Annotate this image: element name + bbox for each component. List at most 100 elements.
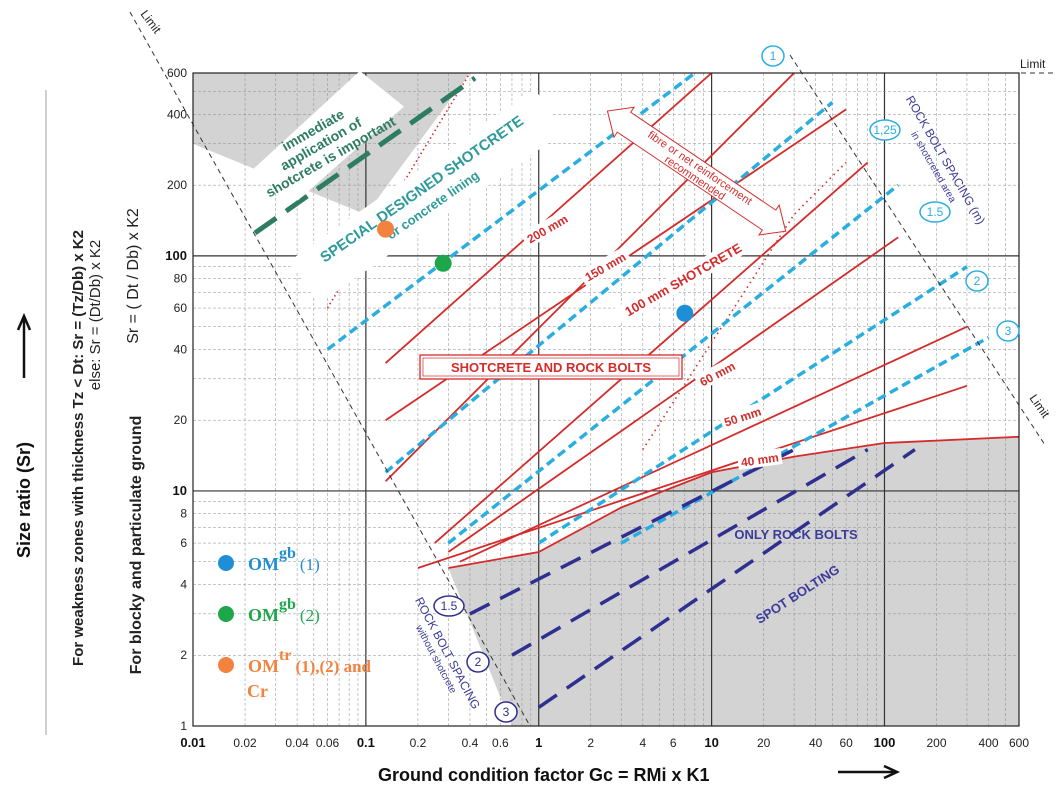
y-axis-label-weakness-else: else: Sr = (Dt/Db) x K2 <box>87 240 104 390</box>
x-tick-label: 200 <box>927 736 947 750</box>
spacing-label: 1 <box>770 49 777 63</box>
y-tick-label: 40 <box>174 342 188 356</box>
shotcrete-line-1 <box>385 73 713 364</box>
svg-text:40 mm: 40 mm <box>740 450 780 469</box>
y-axis-arrow <box>16 312 32 378</box>
x-tick-label: 0.6 <box>492 736 509 750</box>
legend-suffix: (1),(2) and <box>295 657 371 676</box>
legend-sup: gb <box>279 596 296 613</box>
x-tick-label: 0.4 <box>462 736 479 750</box>
legend: OMgb(1) OMgb(2) OMtr(1),(2) and Cr <box>218 545 372 701</box>
legend-sup: gb <box>279 545 296 562</box>
spacing-circle <box>965 270 989 292</box>
fibre-label: fibre or net reinforcement recommended <box>606 106 787 236</box>
x-tick-label: 600 <box>1009 736 1029 750</box>
spacing-label: 3 <box>1005 324 1012 338</box>
thickness-label-200: 200 mm <box>520 208 574 249</box>
data-points <box>377 220 694 322</box>
svg-text:OMtr(1),(2) and: OMtr(1),(2) and <box>248 647 372 676</box>
bolt-spacing-no-shotcrete-line-0 <box>469 448 795 616</box>
x-tick-label: 0.06 <box>316 736 340 750</box>
thickness-label-60: 60 mm <box>693 355 741 391</box>
legend-item-omtr: OMtr(1),(2) and Cr <box>218 647 372 701</box>
spacing-label: 1.5 <box>441 599 458 613</box>
y-tick-label: 200 <box>167 178 187 192</box>
legend-sup: tr <box>279 647 291 664</box>
spacing-markers: 1 1,25 1.5 2 3 1.5 2 3 <box>433 45 1020 723</box>
bolt-spacing-no-shotcrete-line-2 <box>537 448 916 709</box>
shotcrete-line-5 <box>459 325 968 563</box>
tick-labels: 0.01 0.02 0.04 0.06 0.1 0.2 0.4 0.6 1 2 4 6 10 20 40 60… <box>165 66 1029 750</box>
x-tick-label: 2 <box>587 736 594 750</box>
svg-text:SHOTCRETE AND ROCK BOLTS: SHOTCRETE AND ROCK BOLTS <box>451 360 651 375</box>
spacing-circle <box>869 119 901 141</box>
x-tick-label: 1 <box>535 735 542 750</box>
y-axis-label-main: Size ratio (Sr) <box>14 442 34 558</box>
x-tick-label: 100 <box>874 735 896 750</box>
limit-label-top: Limit <box>1020 57 1046 71</box>
y-tick-label: 4 <box>180 577 187 591</box>
spacing-label: 2 <box>974 274 981 288</box>
grid <box>193 72 1020 726</box>
shotcrete-and-bolts-label: SHOTCRETE AND ROCK BOLTS <box>419 354 683 380</box>
immediate-dash-line <box>253 75 477 236</box>
x-axis-label: Ground condition factor Gc = RMi x K1 <box>378 765 710 785</box>
shotcrete-line-6 <box>417 384 968 569</box>
spacing-label: 1,25 <box>873 123 897 137</box>
legend-suffix: (1) <box>300 555 320 574</box>
y-tick-label: 60 <box>174 301 188 315</box>
y-tick-label: 20 <box>174 413 188 427</box>
thickness-label-40: 40 mm <box>736 448 783 471</box>
y-tick-label: 2 <box>180 648 187 662</box>
legend-text: OM <box>248 656 279 676</box>
spacing-circle <box>466 651 490 673</box>
spacing-circle <box>761 45 785 67</box>
legend-marker <box>218 606 234 622</box>
limit-line-left <box>129 11 531 727</box>
data-point-2 <box>377 220 395 238</box>
x-tick-label: 0.02 <box>233 736 257 750</box>
y-axis-label-blocky: For blocky and particulate ground <box>128 416 145 675</box>
legend-text: OM <box>248 605 279 625</box>
spacing-label: 2 <box>475 655 482 669</box>
legend-item-omgb1: OMgb(1) <box>218 545 320 574</box>
bolt-spacing-shotcrete-line-4 <box>620 335 990 545</box>
bolt-spacing-shotcrete-line-1 <box>384 101 834 474</box>
legend-text: OM <box>248 554 279 574</box>
limit-line-right <box>789 54 1046 446</box>
data-point-1 <box>434 254 452 272</box>
x-tick-label: 0.04 <box>285 736 309 750</box>
x-tick-label: 0.2 <box>410 736 427 750</box>
shotcrete-line-4 <box>447 236 899 553</box>
legend-marker <box>218 555 234 571</box>
y-tick-label: 100 <box>165 248 187 263</box>
y-tick-label: 8 <box>180 507 187 521</box>
limit-label-left: Limit <box>138 7 165 36</box>
x-axis-arrow <box>838 764 900 780</box>
x-tick-label: 20 <box>757 736 771 750</box>
y-axis-label-formula: Sr = ( Dt / Db) x K2 <box>125 208 142 344</box>
only-rock-bolts-label: ONLY ROCK BOLTS <box>734 527 858 542</box>
legend-suffix2: Cr <box>247 681 268 701</box>
legend-item-omgb2: OMgb(2) <box>218 596 320 625</box>
y-tick-label: 600 <box>167 66 187 80</box>
spacing-circle <box>996 320 1020 342</box>
x-tick-label: 0.01 <box>180 735 205 750</box>
shotcrete-line-7 <box>448 435 1019 569</box>
data-point-0 <box>676 304 694 322</box>
spacing-label: 1.5 <box>927 205 944 219</box>
spacing-circle <box>433 595 465 617</box>
y-tick-label: 10 <box>173 483 187 498</box>
x-tick-label: 10 <box>704 735 718 750</box>
thickness-label-50: 50 mm <box>718 401 766 431</box>
y-tick-label: 80 <box>174 272 188 286</box>
bolt-spacing-no-shotcrete-line-1 <box>511 448 869 657</box>
y-tick-label: 1 <box>180 719 187 733</box>
y-tick-label: 400 <box>167 107 187 121</box>
thickness-label-150: 150 mm <box>578 246 632 287</box>
spacing-circle <box>919 201 951 223</box>
y-tick-label: 6 <box>180 536 187 550</box>
shotcrete-line-3 <box>434 161 869 544</box>
plot-frame <box>192 72 1020 727</box>
